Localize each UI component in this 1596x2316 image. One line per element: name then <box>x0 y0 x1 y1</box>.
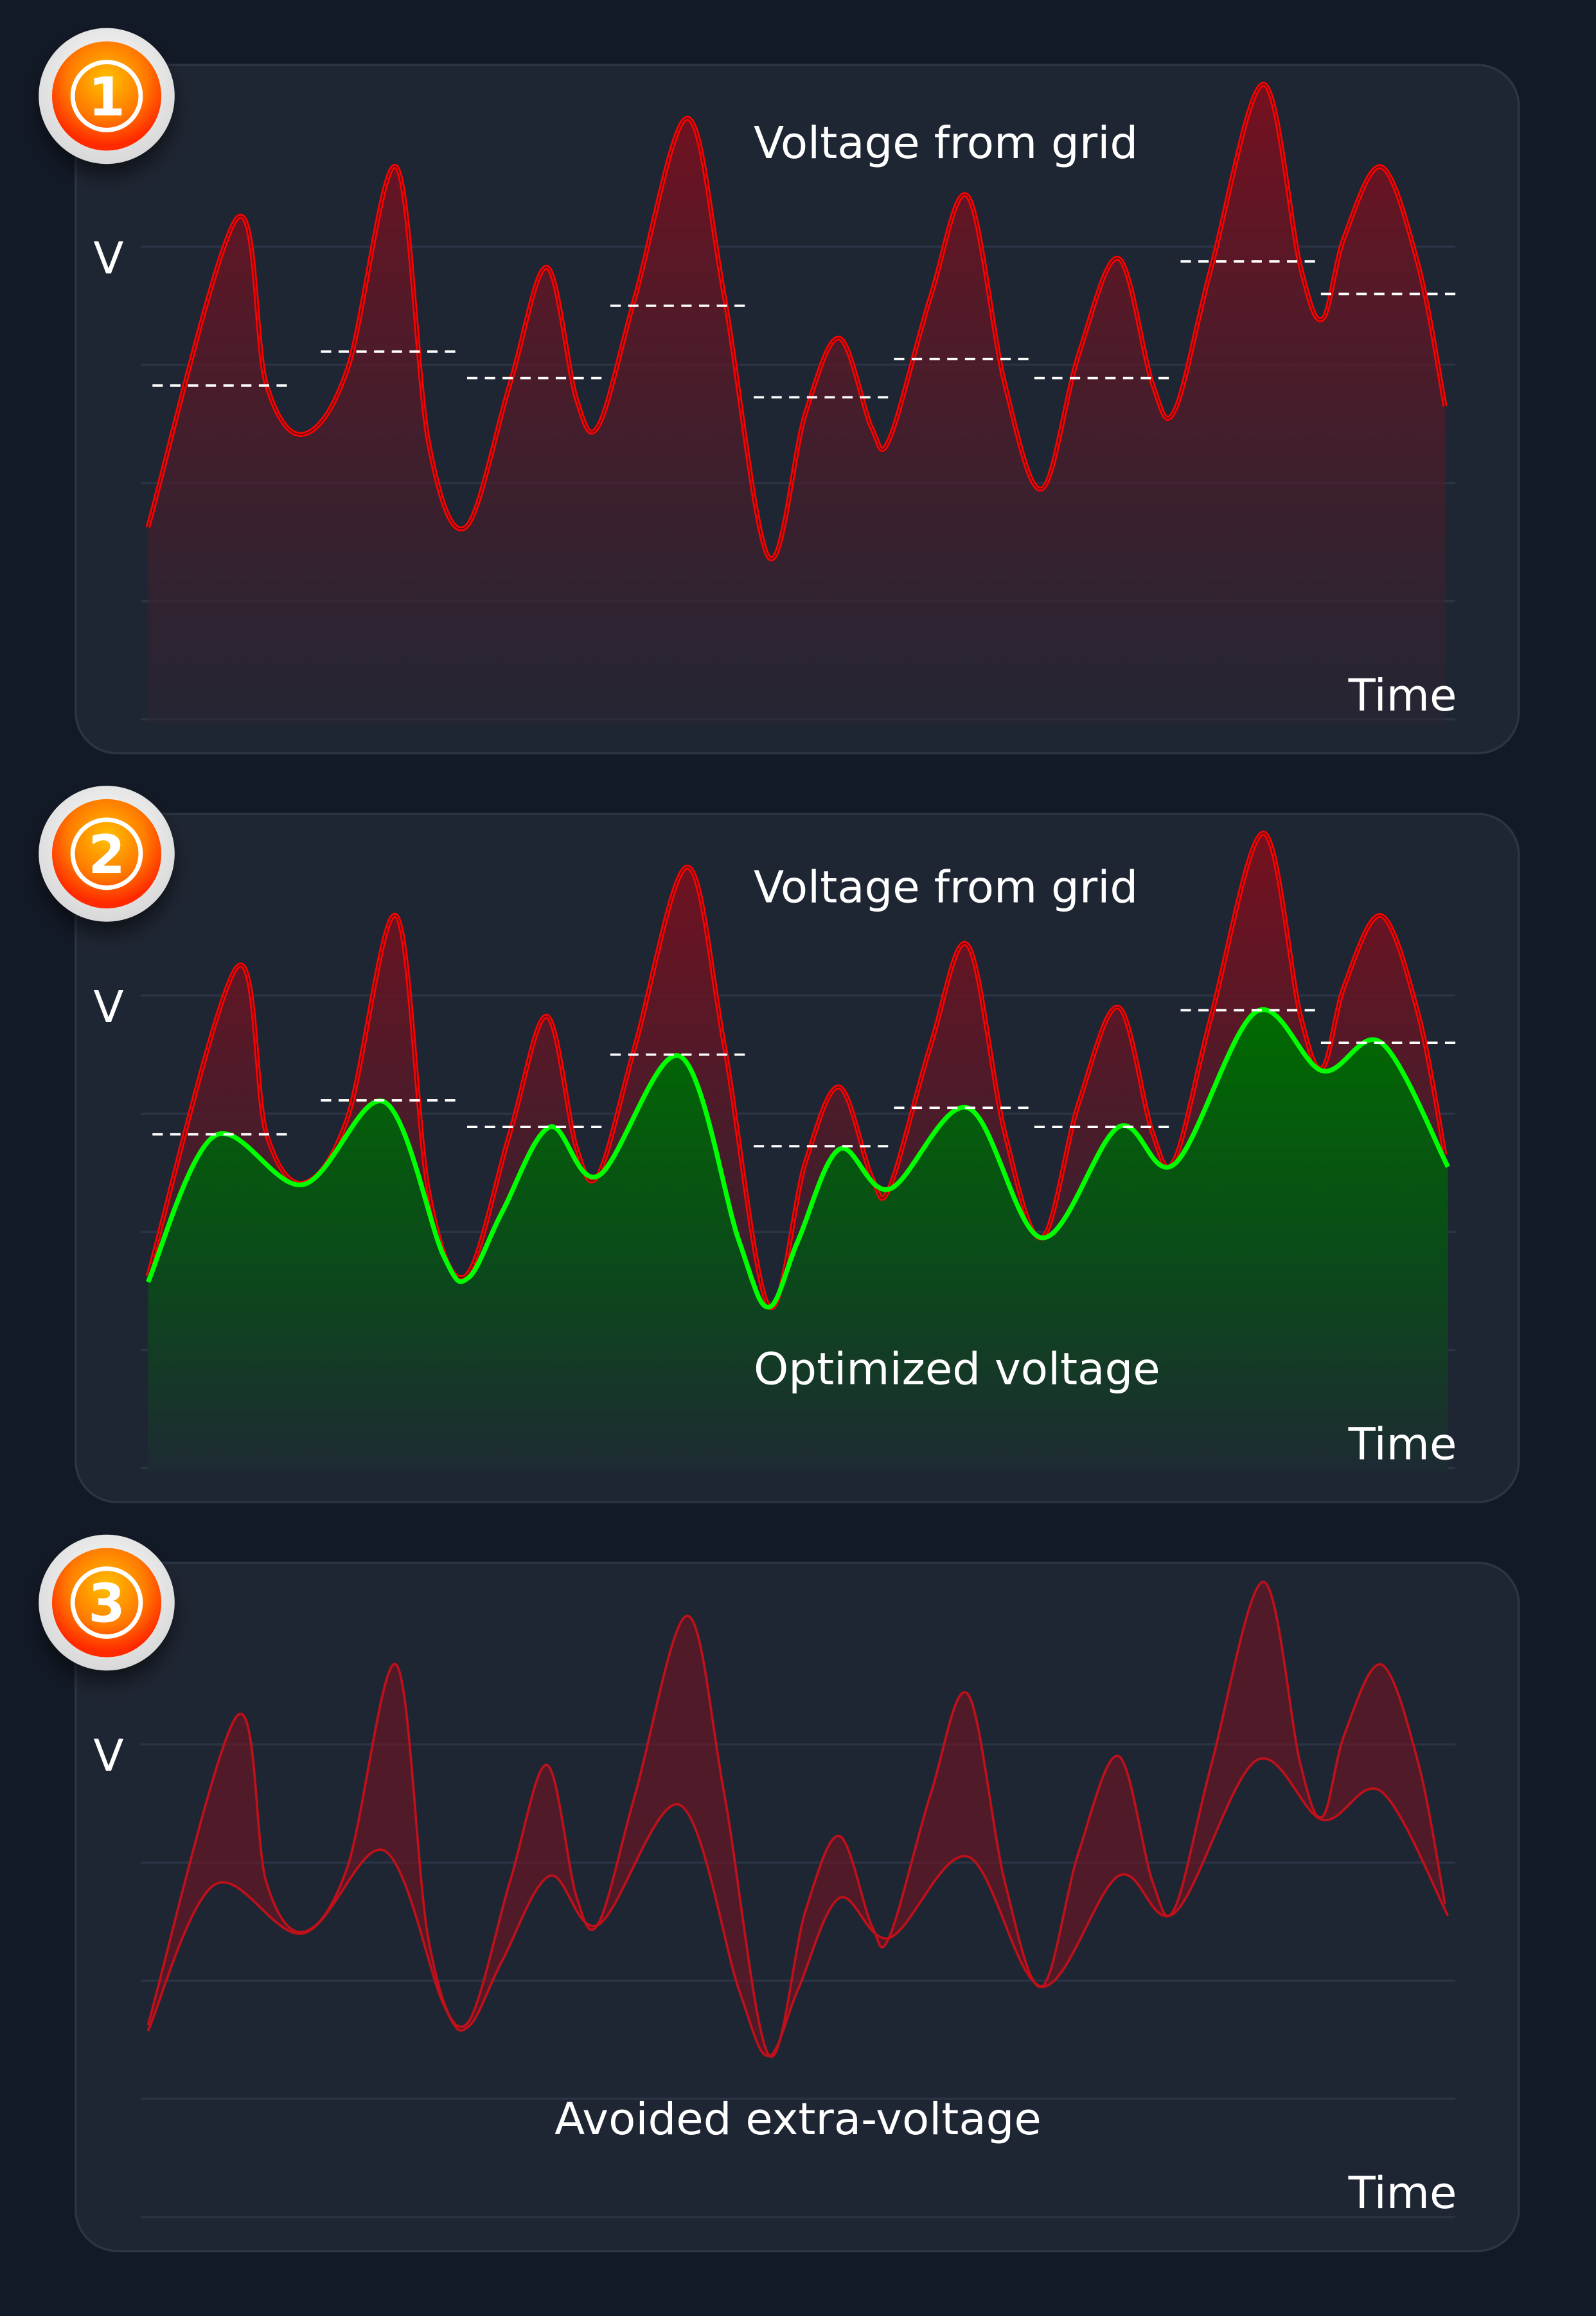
optimized-voltage-curve <box>146 1007 1450 1310</box>
panel-background <box>75 1561 1520 2252</box>
badge-core <box>51 799 162 908</box>
grid-voltage-area <box>148 84 1446 724</box>
step-number: 3 <box>88 1572 125 1634</box>
badge-ring <box>70 817 143 890</box>
y-axis-label: V <box>93 233 123 284</box>
badge-ring <box>70 1566 143 1639</box>
curves <box>145 82 1463 724</box>
panel-step-3: V Avoided extra-voltage Time 3 <box>39 1534 1520 2252</box>
grid-voltage-curve-inner <box>147 84 1446 560</box>
grid-voltage-curve <box>146 1580 1446 2058</box>
step-number: 1 <box>88 66 125 128</box>
step-badge: 1 <box>39 28 175 164</box>
curves <box>146 1580 1450 2058</box>
step-number: 2 <box>88 824 125 886</box>
curves <box>145 831 1463 1473</box>
step-badge: 3 <box>39 1534 175 1671</box>
x-axis-label: Time <box>1348 1419 1457 1471</box>
panel-step-2: V Voltage from grid Optimized voltage Ti… <box>39 786 1520 1503</box>
badge-ring <box>70 60 143 132</box>
x-axis-label: Time <box>1348 2168 1457 2219</box>
step-badge: 2 <box>39 786 175 922</box>
optimized-voltage-curve <box>146 1757 1450 2058</box>
avoided-voltage-area <box>148 1582 1448 2057</box>
grid-voltage-label: Voltage from grid <box>754 862 1138 914</box>
panel-step-1: V Voltage from grid Time 1 <box>39 28 1520 755</box>
grid-voltage-curve-inner <box>147 832 1446 1309</box>
grid-voltage-label: Voltage from grid <box>754 118 1138 169</box>
y-axis-label: V <box>93 982 123 1033</box>
y-axis-label: V <box>93 1731 123 1782</box>
badge-core <box>51 1548 162 1657</box>
optimized-voltage-label: Optimized voltage <box>754 1343 1160 1395</box>
x-axis-label: Time <box>1348 670 1457 721</box>
avoided-voltage-label: Avoided extra-voltage <box>554 2094 1042 2145</box>
badge-core <box>51 41 162 151</box>
